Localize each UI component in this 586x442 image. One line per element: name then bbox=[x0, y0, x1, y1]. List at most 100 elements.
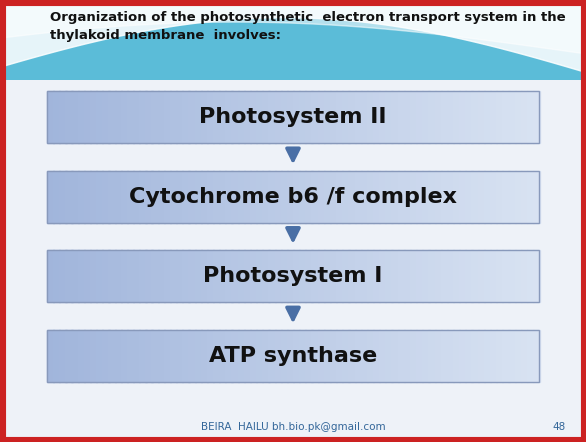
Bar bbox=[422, 330, 430, 382]
Bar bbox=[195, 91, 202, 143]
Bar bbox=[115, 91, 122, 143]
Bar bbox=[238, 330, 245, 382]
Bar bbox=[404, 330, 411, 382]
Bar bbox=[219, 250, 226, 302]
Bar bbox=[422, 250, 430, 302]
Bar bbox=[145, 91, 152, 143]
Bar bbox=[404, 91, 411, 143]
Bar bbox=[323, 330, 331, 382]
Bar bbox=[77, 91, 85, 143]
Bar bbox=[238, 171, 245, 223]
Bar bbox=[305, 91, 313, 143]
Bar bbox=[478, 171, 485, 223]
Bar bbox=[250, 171, 257, 223]
Bar bbox=[127, 250, 134, 302]
Bar bbox=[502, 330, 509, 382]
Bar bbox=[515, 171, 522, 223]
Bar bbox=[263, 91, 270, 143]
Bar bbox=[367, 250, 374, 302]
Bar bbox=[330, 250, 337, 302]
Bar bbox=[404, 250, 411, 302]
Bar bbox=[416, 171, 423, 223]
Bar bbox=[133, 330, 141, 382]
Bar bbox=[225, 330, 233, 382]
Bar bbox=[330, 171, 337, 223]
Bar bbox=[182, 250, 190, 302]
Bar bbox=[533, 91, 540, 143]
Bar bbox=[471, 330, 479, 382]
Bar bbox=[53, 250, 60, 302]
Bar bbox=[465, 330, 472, 382]
Bar bbox=[465, 171, 472, 223]
Bar bbox=[195, 171, 202, 223]
Bar bbox=[96, 250, 104, 302]
Bar bbox=[200, 91, 208, 143]
Bar bbox=[108, 330, 116, 382]
Text: BEIRA  HAILU bh.bio.pk@gmail.com: BEIRA HAILU bh.bio.pk@gmail.com bbox=[200, 422, 386, 432]
Bar bbox=[410, 250, 417, 302]
Bar bbox=[459, 91, 466, 143]
Bar bbox=[367, 91, 374, 143]
Bar bbox=[77, 250, 85, 302]
Bar bbox=[508, 91, 516, 143]
Bar bbox=[158, 171, 165, 223]
Bar bbox=[515, 91, 522, 143]
Bar bbox=[483, 91, 491, 143]
Bar bbox=[397, 171, 405, 223]
Bar bbox=[115, 330, 122, 382]
Bar bbox=[483, 171, 491, 223]
Bar bbox=[121, 91, 128, 143]
Bar bbox=[115, 250, 122, 302]
Bar bbox=[478, 330, 485, 382]
Bar bbox=[416, 91, 423, 143]
Bar bbox=[139, 91, 146, 143]
Bar bbox=[188, 330, 196, 382]
Bar bbox=[299, 171, 306, 223]
Bar bbox=[496, 330, 503, 382]
Bar bbox=[200, 330, 208, 382]
Bar bbox=[490, 171, 497, 223]
Bar bbox=[47, 250, 54, 302]
Bar bbox=[404, 171, 411, 223]
Bar bbox=[515, 330, 522, 382]
Bar bbox=[176, 171, 183, 223]
Bar bbox=[182, 330, 190, 382]
Bar bbox=[379, 330, 387, 382]
Bar bbox=[66, 330, 73, 382]
Bar bbox=[299, 91, 306, 143]
Bar bbox=[293, 171, 300, 223]
Bar bbox=[397, 250, 405, 302]
Bar bbox=[490, 91, 497, 143]
Bar bbox=[293, 250, 300, 302]
Bar bbox=[274, 250, 282, 302]
Bar bbox=[47, 330, 54, 382]
Bar bbox=[195, 330, 202, 382]
Bar bbox=[281, 91, 288, 143]
Bar bbox=[502, 91, 509, 143]
Bar bbox=[274, 91, 282, 143]
Bar bbox=[84, 91, 91, 143]
Bar bbox=[428, 171, 435, 223]
Bar bbox=[502, 171, 509, 223]
Bar bbox=[471, 91, 479, 143]
Bar bbox=[422, 171, 430, 223]
Bar bbox=[59, 250, 67, 302]
Bar bbox=[441, 330, 448, 382]
Bar bbox=[305, 250, 313, 302]
Bar bbox=[373, 250, 380, 302]
Bar bbox=[527, 330, 534, 382]
Bar bbox=[281, 250, 288, 302]
Bar bbox=[77, 330, 85, 382]
Bar bbox=[170, 330, 178, 382]
Bar bbox=[441, 250, 448, 302]
Bar bbox=[453, 91, 460, 143]
Bar bbox=[453, 330, 460, 382]
Bar bbox=[348, 91, 356, 143]
Bar bbox=[527, 250, 534, 302]
Bar bbox=[263, 250, 270, 302]
Bar bbox=[483, 330, 491, 382]
Bar bbox=[163, 171, 171, 223]
Bar bbox=[96, 171, 104, 223]
Bar bbox=[299, 250, 306, 302]
Bar bbox=[496, 171, 503, 223]
